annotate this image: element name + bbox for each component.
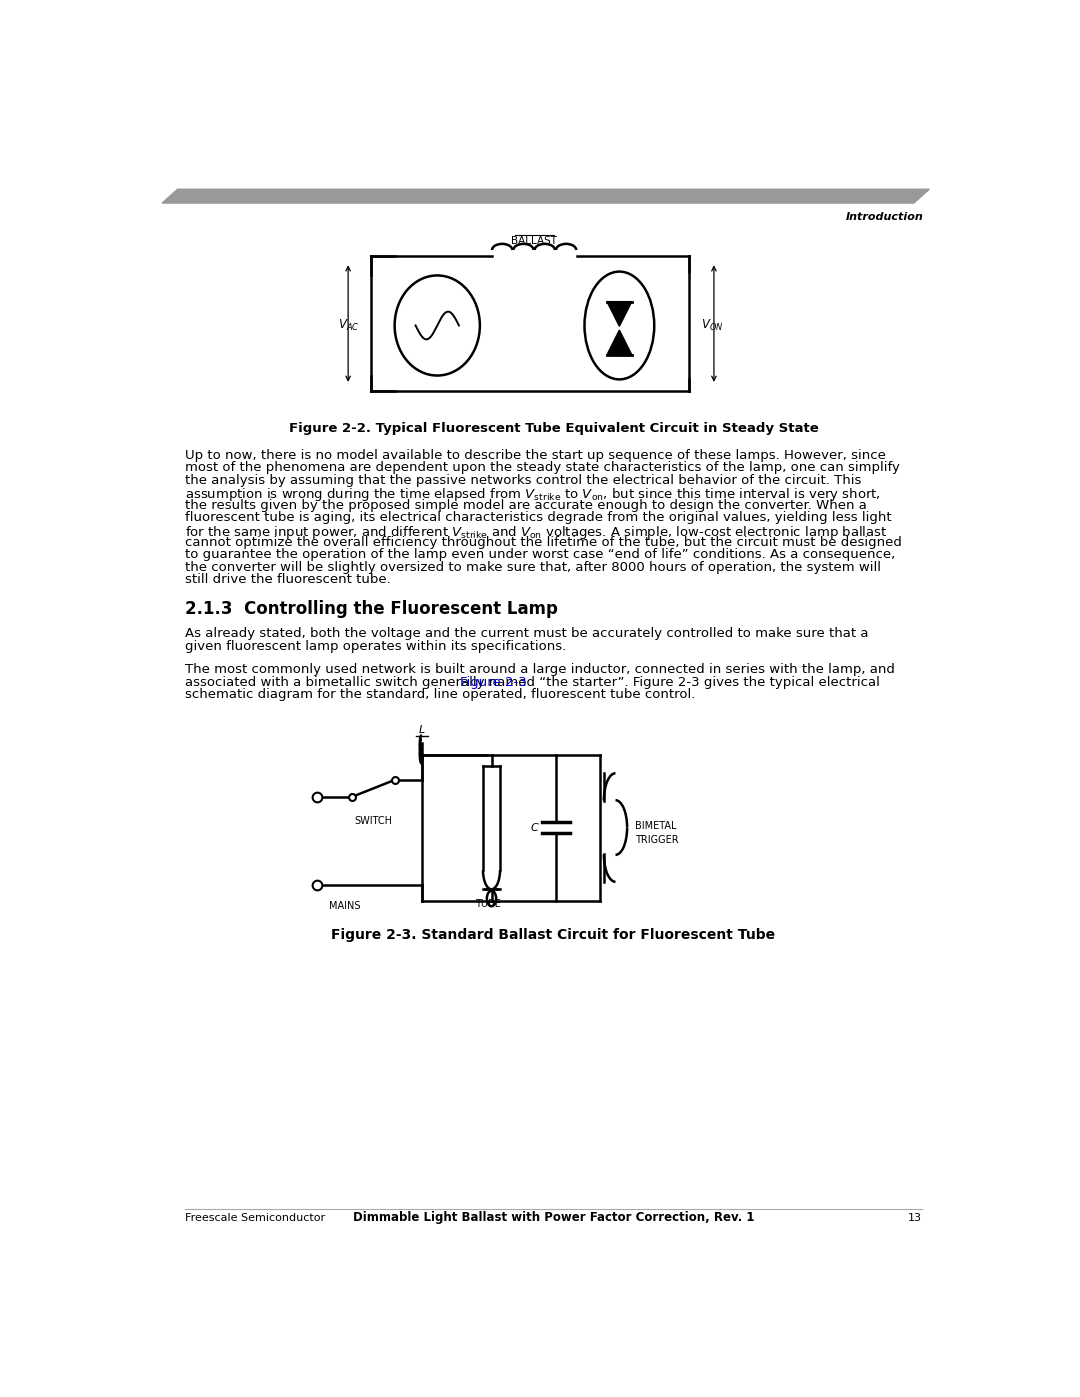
Polygon shape <box>607 330 632 355</box>
Text: As already stated, both the voltage and the current must be accurately controlle: As already stated, both the voltage and … <box>186 627 869 640</box>
Text: given fluorescent lamp operates within its specifications.: given fluorescent lamp operates within i… <box>186 640 567 652</box>
Text: most of the phenomena are dependent upon the steady state characteristics of the: most of the phenomena are dependent upon… <box>186 461 901 474</box>
Text: MAINS: MAINS <box>328 901 361 911</box>
Text: Freescale Semiconductor: Freescale Semiconductor <box>186 1214 325 1224</box>
Text: L: L <box>419 725 424 735</box>
Text: the results given by the proposed simple model are accurate enough to design the: the results given by the proposed simple… <box>186 499 867 511</box>
Text: 2.1.3  Controlling the Fluorescent Lamp: 2.1.3 Controlling the Fluorescent Lamp <box>186 599 558 617</box>
Text: assumption is wrong during the time elapsed from $V_{\mathrm{strike}}$ to $V_{\m: assumption is wrong during the time elap… <box>186 486 881 503</box>
Text: the analysis by assuming that the passive networks control the electrical behavi: the analysis by assuming that the passiv… <box>186 474 862 486</box>
Text: for the same input power, and different $V_{\mathrm{strike}}$ and $V_{\mathrm{on: for the same input power, and different … <box>186 524 888 541</box>
Text: Up to now, there is no model available to describe the start up sequence of thes: Up to now, there is no model available t… <box>186 448 887 461</box>
Text: Figure 2-3: Figure 2-3 <box>459 676 526 689</box>
Text: BIMETAL: BIMETAL <box>635 821 676 831</box>
Text: cannot optimize the overall efficiency throughout the lifetime of the tube, but : cannot optimize the overall efficiency t… <box>186 536 902 549</box>
Text: still drive the fluorescent tube.: still drive the fluorescent tube. <box>186 573 391 587</box>
Text: The most commonly used network is built around a large inductor, connected in se: The most commonly used network is built … <box>186 664 895 676</box>
Text: TUBE: TUBE <box>475 898 500 908</box>
Text: Introduction: Introduction <box>847 211 924 222</box>
Text: associated with a bimetallic switch generally named “the starter”. Figure 2-3 gi: associated with a bimetallic switch gene… <box>186 676 880 689</box>
Polygon shape <box>162 189 930 203</box>
Text: BALLAST: BALLAST <box>511 236 557 246</box>
Text: $V_{ON}$: $V_{ON}$ <box>701 319 724 332</box>
Text: C: C <box>530 823 538 833</box>
Text: to guarantee the operation of the lamp even under worst case “end of life” condi: to guarantee the operation of the lamp e… <box>186 549 895 562</box>
Text: schematic diagram for the standard, line operated, fluorescent tube control.: schematic diagram for the standard, line… <box>186 689 696 701</box>
Text: TRIGGER: TRIGGER <box>635 835 678 845</box>
Text: Figure 2-3. Standard Ballast Circuit for Fluorescent Tube: Figure 2-3. Standard Ballast Circuit for… <box>332 928 775 942</box>
Text: the converter will be slightly oversized to make sure that, after 8000 hours of : the converter will be slightly oversized… <box>186 562 881 574</box>
Text: fluorescent tube is aging, its electrical characteristics degrade from the origi: fluorescent tube is aging, its electrica… <box>186 511 892 524</box>
Polygon shape <box>607 302 632 327</box>
Text: SWITCH: SWITCH <box>354 816 392 826</box>
Text: Figure 2-2. Typical Fluorescent Tube Equivalent Circuit in Steady State: Figure 2-2. Typical Fluorescent Tube Equ… <box>288 422 819 434</box>
Text: Dimmable Light Ballast with Power Factor Correction, Rev. 1: Dimmable Light Ballast with Power Factor… <box>353 1211 754 1224</box>
Text: $V_{AC}$: $V_{AC}$ <box>338 319 360 332</box>
Text: 13: 13 <box>907 1214 921 1224</box>
